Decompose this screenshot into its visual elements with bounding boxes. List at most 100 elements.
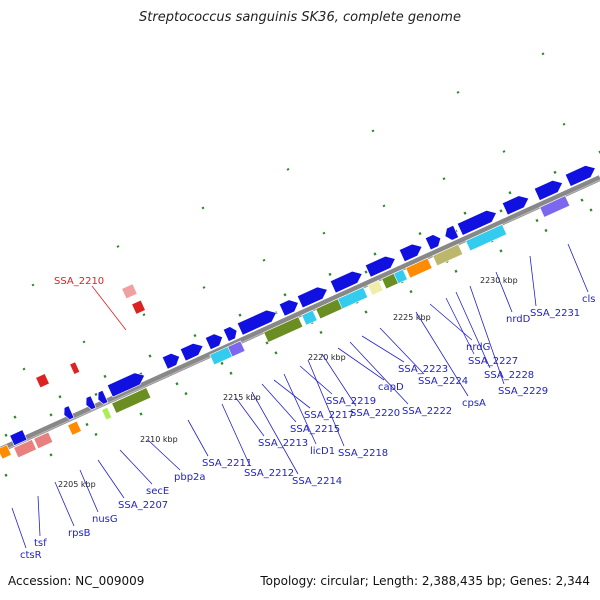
gene-feature[interactable] <box>337 286 369 310</box>
kbp-label: 2215 kbp <box>223 393 261 402</box>
gene-feature[interactable] <box>329 270 363 294</box>
gene-feature[interactable] <box>63 405 75 420</box>
gene-label[interactable]: SSA_2219 <box>326 396 376 407</box>
gene-label[interactable]: SSA_2228 <box>484 370 534 381</box>
scale-tick <box>201 206 205 210</box>
gene-label[interactable]: secE <box>146 486 169 497</box>
gene-label[interactable]: SSA_2229 <box>498 386 548 397</box>
gene-feature[interactable] <box>9 429 28 446</box>
gene-label[interactable]: SSA_2222 <box>402 406 452 417</box>
gene-feature[interactable] <box>0 444 12 460</box>
gene-feature[interactable] <box>393 268 408 284</box>
scale-tick <box>58 395 62 399</box>
gene-feature[interactable] <box>35 373 50 389</box>
scale-tick <box>454 269 458 273</box>
gene-feature[interactable] <box>501 195 530 216</box>
gene-feature[interactable] <box>85 395 97 410</box>
gene-label[interactable]: SSA_2220 <box>350 408 400 419</box>
gene-label[interactable]: ctsR <box>20 550 42 561</box>
gene-feature[interactable] <box>465 223 508 252</box>
gene-feature[interactable] <box>106 372 146 398</box>
scale-tick <box>49 453 53 457</box>
gene-label[interactable]: nrdG <box>466 342 490 353</box>
gene-feature[interactable] <box>204 333 223 351</box>
gene-feature[interactable] <box>97 389 109 405</box>
leader-line <box>261 383 297 423</box>
gene-label[interactable]: nrdD <box>506 314 531 325</box>
gene-feature[interactable] <box>69 361 81 375</box>
gene-feature[interactable] <box>111 387 152 414</box>
gene-label[interactable]: licD1 <box>310 446 335 457</box>
gene-feature[interactable] <box>67 420 82 436</box>
gene-feature[interactable] <box>539 195 571 218</box>
gene-feature[interactable] <box>367 279 384 296</box>
gene-feature[interactable] <box>13 439 37 459</box>
gene-feature[interactable] <box>222 326 238 342</box>
gene-feature[interactable] <box>398 243 423 263</box>
gene-label[interactable]: SSA_2212 <box>244 468 294 479</box>
gene-feature[interactable] <box>564 165 596 187</box>
leader-line <box>429 303 473 341</box>
gene-label[interactable]: SSA_2223 <box>398 364 448 375</box>
gene-feature[interactable] <box>278 299 299 317</box>
gene-feature[interactable] <box>131 299 146 315</box>
leader-line <box>455 291 491 369</box>
feature-layer[interactable] <box>0 165 596 460</box>
gene-feature[interactable] <box>161 352 180 370</box>
gene-feature[interactable] <box>444 225 460 241</box>
kbp-label: 2210 kbp <box>140 435 178 444</box>
gene-label[interactable]: SSA_2211 <box>202 458 252 469</box>
gene-feature[interactable] <box>424 234 442 251</box>
gene-feature[interactable] <box>533 180 563 201</box>
scale-tick <box>4 473 8 477</box>
gene-feature[interactable] <box>236 309 277 336</box>
gene-label[interactable]: pbp2a <box>174 472 206 483</box>
gene-feature[interactable] <box>263 316 304 343</box>
leader-line <box>299 365 333 395</box>
gene-label[interactable]: SSA_2218 <box>338 448 388 459</box>
leader-line <box>54 481 75 527</box>
gene-feature[interactable] <box>33 431 54 450</box>
scale-tick <box>22 367 26 371</box>
gene-feature[interactable] <box>121 283 138 300</box>
gene-label[interactable]: nusG <box>92 514 118 525</box>
gene-label[interactable]: tsf <box>34 538 47 549</box>
leader-line <box>529 255 537 307</box>
gene-feature[interactable] <box>364 255 396 278</box>
gene-feature[interactable] <box>301 309 318 326</box>
gene-label[interactable]: cls <box>582 294 596 305</box>
gene-feature[interactable] <box>227 340 246 358</box>
gene-label[interactable]: capD <box>378 382 404 393</box>
scale-tick <box>502 150 506 153</box>
topology-text: Topology: circular; Length: 2,388,435 bp… <box>260 574 590 588</box>
scale-tick <box>13 415 17 419</box>
leader-line <box>415 311 469 397</box>
gene-label[interactable]: cpsA <box>462 398 486 409</box>
gene-label[interactable]: SSA_2214 <box>292 476 342 487</box>
gene-label[interactable]: SSA_2215 <box>290 424 340 435</box>
gene-label[interactable]: rpsB <box>68 528 91 539</box>
scale-tick <box>364 310 368 314</box>
highlight-gene-label[interactable]: SSA_2210 <box>54 276 104 287</box>
leader-line <box>97 459 125 499</box>
gene-label[interactable]: SSA_2227 <box>468 356 518 367</box>
scale-tick <box>94 392 98 397</box>
gene-feature[interactable] <box>101 406 113 421</box>
gene-feature[interactable] <box>179 343 204 362</box>
gene-label[interactable]: SSA_2213 <box>258 438 308 449</box>
scale-tick <box>319 330 323 335</box>
scale-tick <box>371 129 375 133</box>
scale-tick <box>94 432 98 437</box>
scale-tick <box>463 211 467 215</box>
gene-feature[interactable] <box>296 286 328 309</box>
gene-feature[interactable] <box>405 257 433 279</box>
gene-label[interactable]: SSA_2207 <box>118 500 168 511</box>
gene-label[interactable]: SSA_2224 <box>418 376 468 387</box>
gene-feature[interactable] <box>432 243 464 267</box>
gene-label[interactable]: SSA_2231 <box>530 308 580 319</box>
gene-feature[interactable] <box>456 210 497 236</box>
scale-tick <box>274 351 278 355</box>
gene-label[interactable]: SSA_2217 <box>304 410 354 421</box>
